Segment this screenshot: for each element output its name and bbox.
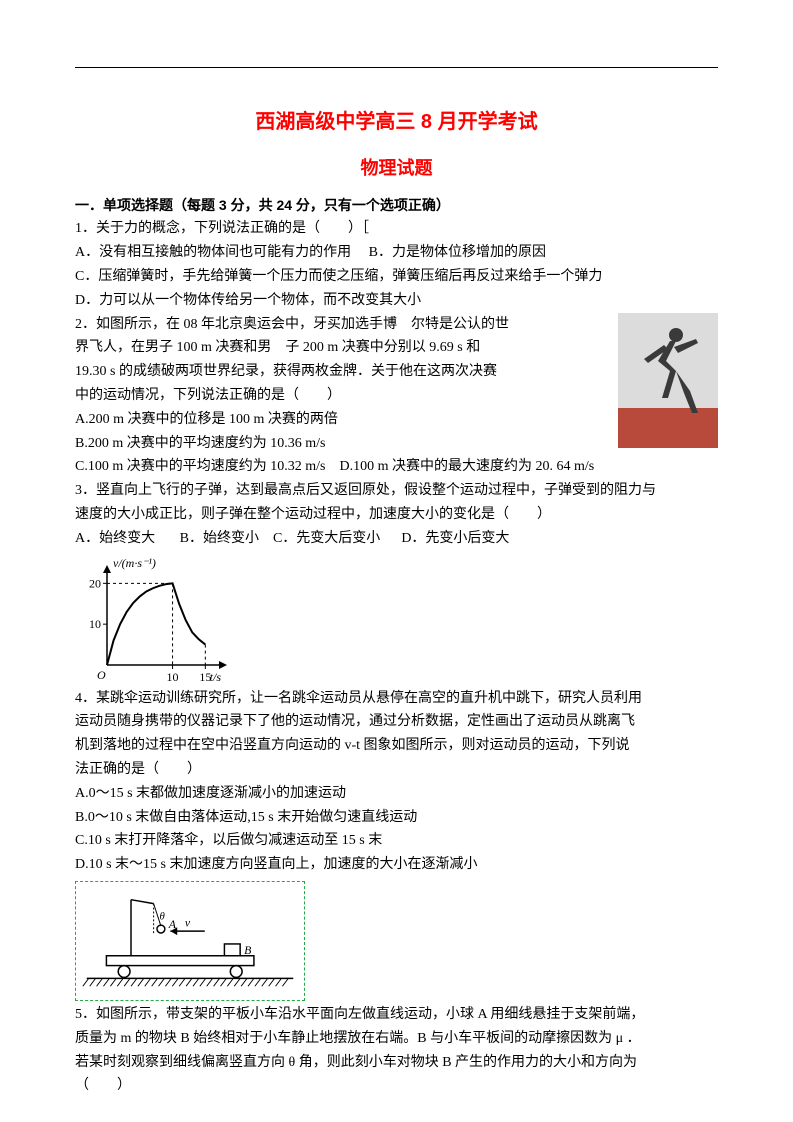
q4-stem-line3: 机到落地的过程中在空中沿竖直方向运动的 v-t 图象如图所示，则对运动员的运动，… (75, 734, 718, 758)
question-5: 5．如图所示，带支架的平板小车沿水平面向左做直线运动，小球 A 用细线悬挂于支架… (75, 1003, 718, 1098)
q3-opt-d: D．先变小后变大 (401, 531, 509, 546)
question-3: 3．竖直向上飞行的子弹，达到最高点后又返回原处，假设整个运动过程中，子弹受到的阻… (75, 479, 718, 550)
svg-text:A: A (168, 917, 177, 931)
q1-stem: 1．关于力的概念，下列说法正确的是（ ）［ (75, 217, 718, 241)
section-1-heading: 一．单项选择题（每题 3 分，共 24 分，只有一个选项正确） (75, 194, 718, 218)
q5-stem-line4: （ ） (75, 1074, 718, 1098)
q4-stem-line2: 运动员随身携带的仪器记录下了他的运动情况，通过分析数据，定性画出了运动员从跳离飞 (75, 710, 718, 734)
sub-title: 物理试题 (75, 153, 718, 184)
svg-text:20: 20 (89, 576, 101, 590)
q4-stem-line4: 法正确的是（ ） (75, 758, 718, 782)
q4-opt-c: C.10 s 末打开降落伞，以后做匀减速运动至 15 s 末 (75, 829, 718, 853)
q3-stem-line2: 速度的大小成正比，则子弹在整个运动过程中，加速度大小的变化是（ ） (75, 503, 718, 527)
q3-opt-a: A．始终变大 (75, 531, 155, 546)
q3-stem-line1: 3．竖直向上飞行的子弹，达到最高点后又返回原处，假设整个运动过程中，子弹受到的阻… (75, 479, 718, 503)
question-1: 1．关于力的概念，下列说法正确的是（ ）［ A．没有相互接触的物体间也可能有力的… (75, 217, 718, 312)
q1-opt-d: D．力可以从一个物体传给另一个物体，而不改变其大小 (75, 289, 718, 313)
vt-graph: 10201015v/(m·s⁻¹)t/sO (75, 555, 235, 685)
svg-text:θ: θ (160, 910, 166, 922)
svg-text:B: B (244, 943, 251, 957)
q2-opt-d: D.100 m 决赛中的最大速度约为 20. 64 m/s (339, 459, 594, 474)
svg-text:10: 10 (89, 617, 101, 631)
svg-text:t/s: t/s (210, 670, 222, 684)
q2-opt-c: C.100 m 决赛中的平均速度约为 10.32 m/s (75, 459, 325, 474)
cart-diagram: A Bv θ (75, 881, 305, 1001)
svg-text:v/(m·s⁻¹): v/(m·s⁻¹) (113, 556, 156, 570)
q1-options-line1: A．没有相互接触的物体间也可能有力的作用 B．力是物体位移增加的原因 (75, 241, 718, 265)
q4-opt-d: D.10 s 末～15 s 末加速度方向竖直向上，加速度的大小在逐渐减小 (75, 853, 718, 877)
runner-icon (618, 313, 718, 448)
q5-stem-line1: 5．如图所示，带支架的平板小车沿水平面向左做直线运动，小球 A 用细线悬挂于支架… (75, 1003, 718, 1027)
svg-text:10: 10 (167, 670, 179, 684)
runner-photo (618, 313, 718, 448)
q5-stem-line3: 若某时刻观察到细线偏离竖直方向 θ 角，则此刻小车对物块 B 产生的作用力的大小… (75, 1051, 718, 1075)
q1-opt-a: A．没有相互接触的物体间也可能有力的作用 (75, 245, 351, 260)
q4-stem-line1: 4．某跳伞运动训练研究所，让一名跳伞运动员从悬停在高空的直升机中跳下，研究人员利… (75, 687, 718, 711)
svg-text:O: O (97, 668, 106, 682)
q2-options-cd: C.100 m 决赛中的平均速度约为 10.32 m/s D.100 m 决赛中… (75, 455, 718, 479)
svg-text:v: v (185, 915, 191, 929)
q5-stem-line2: 质量为 m 的物块 B 始终相对于小车静止地摆放在右端。B 与小车平板间的动摩擦… (75, 1027, 718, 1051)
q3-opt-c: C．先变大后变小 (273, 531, 380, 546)
top-rule (75, 67, 718, 68)
q1-opt-b: B．力是物体位移增加的原因 (369, 245, 546, 260)
question-2: 2．如图所示，在 08 年北京奥运会中，牙买加选手博 尔特是公认的世 界飞人，在… (75, 313, 718, 480)
q3-opt-b: B．始终变小 (180, 531, 259, 546)
q3-options: A．始终变大 B．始终变小 C．先变大后变小 D．先变小后变大 (75, 527, 718, 551)
q1-opt-c: C．压缩弹簧时，手先给弹簧一个压力而使之压缩，弹簧压缩后再反过来给手一个弹力 (75, 265, 718, 289)
question-4: 4．某跳伞运动训练研究所，让一名跳伞运动员从悬停在高空的直升机中跳下，研究人员利… (75, 687, 718, 877)
q4-opt-a: A.0～15 s 末都做加速度逐渐减小的加速运动 (75, 782, 718, 806)
q4-opt-b: B.0～10 s 末做自由落体运动,15 s 末开始做匀速直线运动 (75, 806, 718, 830)
main-title: 西湖高级中学高三 8 月开学考试 (75, 105, 718, 139)
